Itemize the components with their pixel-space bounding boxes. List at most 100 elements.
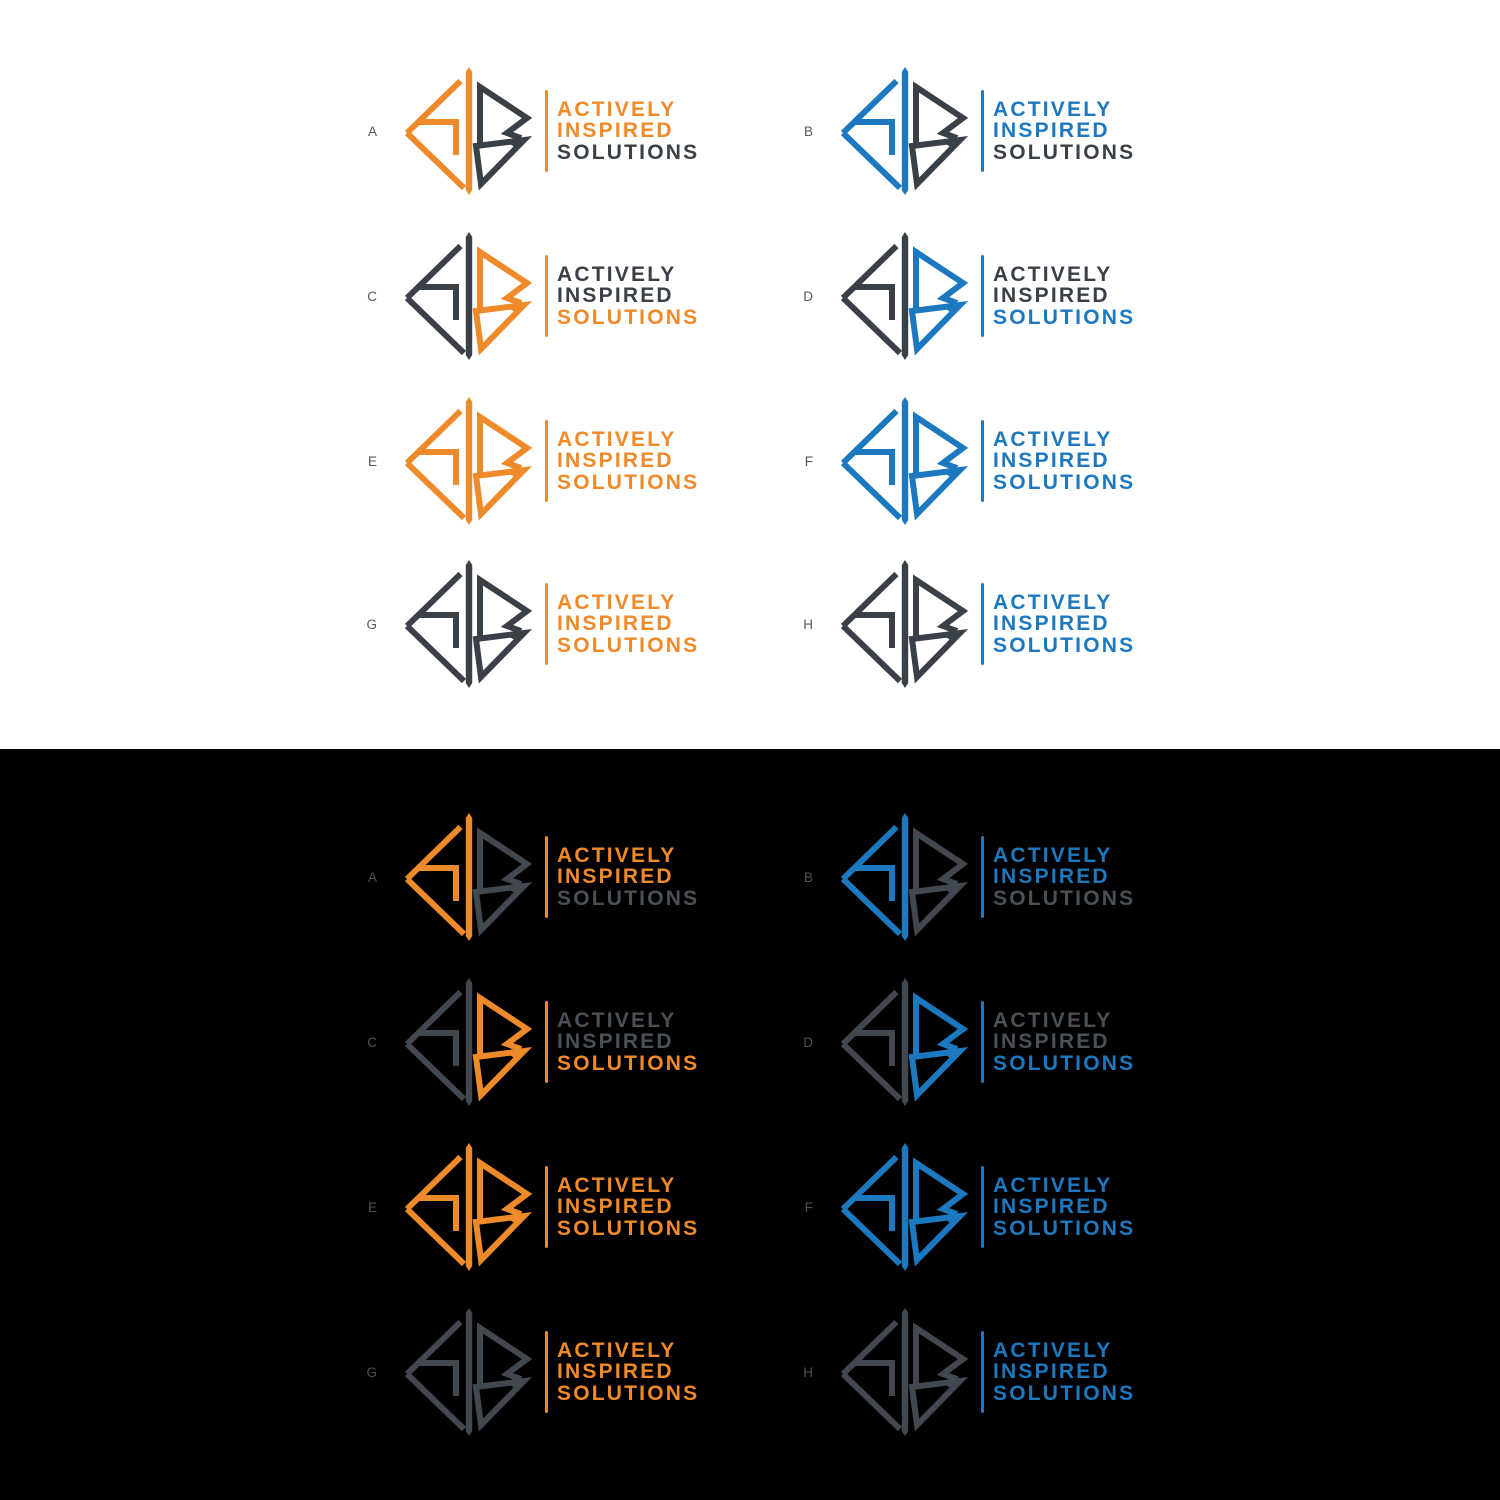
monogram-i-bar [901,1143,909,1271]
wordmark: ACTIVELY INSPIRED SOLUTIONS [557,1340,699,1405]
wordmark-line1: ACTIVELY [993,843,1113,867]
monogram-a-stroke [840,1154,903,1267]
wordmark-line2: INSPIRED [557,284,674,308]
wordmark-line1: ACTIVELY [557,1338,677,1362]
wordmark: ACTIVELY INSPIRED SOLUTIONS [557,1175,699,1240]
monogram-s-lower-stroke [472,1046,533,1102]
variant-label: H [803,1364,814,1380]
monogram-s-lower-stroke [908,465,969,521]
wordmark-line2: INSPIRED [993,119,1110,143]
logo-lockup-e-light: E ACTIVELY INSPIRED SOLUTIONS [350,391,750,531]
wordmark-line2: INSPIRED [557,1195,674,1219]
ais-monogram-icon [840,67,969,195]
light-background-panel [0,0,1500,749]
divider-line [981,1001,984,1083]
wordmark: ACTIVELY INSPIRED SOLUTIONS [993,1010,1135,1075]
monogram-s-upper-stroke [913,574,969,641]
wordmark-line3: SOLUTIONS [993,140,1136,164]
variant-label: D [803,288,814,304]
variant-label: B [803,869,814,885]
divider-line [981,1166,984,1248]
ais-monogram-icon [840,813,969,941]
variant-label: C [367,1034,378,1050]
ais-monogram-icon [840,560,969,688]
wordmark-line1: ACTIVELY [993,262,1113,286]
monogram-a-stroke [840,408,903,521]
monogram-s-upper-stroke [477,1157,533,1224]
wordmark-line1: ACTIVELY [557,1008,677,1032]
ais-monogram-icon [404,1308,533,1436]
logo-lockup-a-light: A ACTIVELY INSPIRED SOLUTIONS [350,61,750,201]
monogram-i-bar [465,560,473,688]
divider-line [981,1331,984,1413]
monogram-s-lower-stroke [908,300,969,356]
monogram-s-lower-stroke [908,135,969,191]
logo-lockup-e-dark: E ACTIVELY INSPIRED SOLUTIONS [350,1137,750,1277]
ais-monogram-icon [404,560,533,688]
wordmark: ACTIVELY INSPIRED SOLUTIONS [557,99,699,164]
variant-label: D [803,1034,814,1050]
monogram-a-stroke [840,989,903,1102]
monogram-a-stroke [404,1154,467,1267]
monogram-s-lower-stroke [908,881,969,937]
ais-monogram-icon [404,232,533,360]
divider-line [981,420,984,502]
monogram-s-upper-stroke [913,992,969,1059]
wordmark-line3: SOLUTIONS [993,886,1136,910]
monogram-s-lower-stroke [472,1211,533,1267]
wordmark: ACTIVELY INSPIRED SOLUTIONS [557,592,699,657]
logo-lockup-d-dark: D ACTIVELY INSPIRED SOLUTIONS [786,972,1186,1112]
monogram-s-upper-stroke [913,246,969,313]
wordmark-line3: SOLUTIONS [557,886,700,910]
wordmark-line1: ACTIVELY [557,427,677,451]
wordmark-line2: INSPIRED [557,449,674,473]
wordmark-line1: ACTIVELY [993,1173,1113,1197]
monogram-a-stroke [404,571,467,684]
divider-line [981,255,984,337]
monogram-s-lower-stroke [908,628,969,684]
ais-monogram-icon [404,397,533,525]
divider-line [981,583,984,665]
divider-line [545,420,548,502]
variant-label: E [367,453,378,469]
wordmark-line2: INSPIRED [557,119,674,143]
monogram-s-upper-stroke [913,1322,969,1389]
wordmark-line3: SOLUTIONS [993,305,1136,329]
wordmark-line3: SOLUTIONS [557,1216,700,1240]
divider-line [545,255,548,337]
logo-lockup-g-dark: G ACTIVELY INSPIRED SOLUTIONS [350,1302,750,1442]
wordmark-line2: INSPIRED [993,1360,1110,1384]
divider-line [981,90,984,172]
logo-lockup-h-light: H ACTIVELY INSPIRED SOLUTIONS [786,554,1186,694]
wordmark-line2: INSPIRED [993,284,1110,308]
monogram-s-upper-stroke [477,81,533,148]
monogram-s-lower-stroke [472,135,533,191]
monogram-a-stroke [840,824,903,937]
ais-monogram-icon [404,978,533,1106]
monogram-a-stroke [840,78,903,191]
ais-monogram-icon [840,978,969,1106]
logo-lockup-g-light: G ACTIVELY INSPIRED SOLUTIONS [350,554,750,694]
wordmark-line3: SOLUTIONS [993,1051,1136,1075]
wordmark: ACTIVELY INSPIRED SOLUTIONS [993,264,1135,329]
variant-label: A [367,123,378,139]
wordmark-line1: ACTIVELY [993,427,1113,451]
monogram-s-lower-stroke [472,300,533,356]
wordmark-line2: INSPIRED [993,1030,1110,1054]
monogram-a-stroke [840,243,903,356]
divider-line [545,1001,548,1083]
monogram-i-bar [901,1308,909,1436]
monogram-i-bar [901,560,909,688]
monogram-s-lower-stroke [908,1376,969,1432]
ais-monogram-icon [404,67,533,195]
ais-monogram-icon [840,232,969,360]
monogram-a-stroke [404,408,467,521]
monogram-i-bar [465,397,473,525]
logo-lockup-a-dark: A ACTIVELY INSPIRED SOLUTIONS [350,807,750,947]
ais-monogram-icon [840,1143,969,1271]
variant-label: F [804,453,814,469]
wordmark-line3: SOLUTIONS [557,633,700,657]
monogram-a-stroke [404,243,467,356]
variant-label: G [366,1364,378,1380]
ais-monogram-icon [404,813,533,941]
